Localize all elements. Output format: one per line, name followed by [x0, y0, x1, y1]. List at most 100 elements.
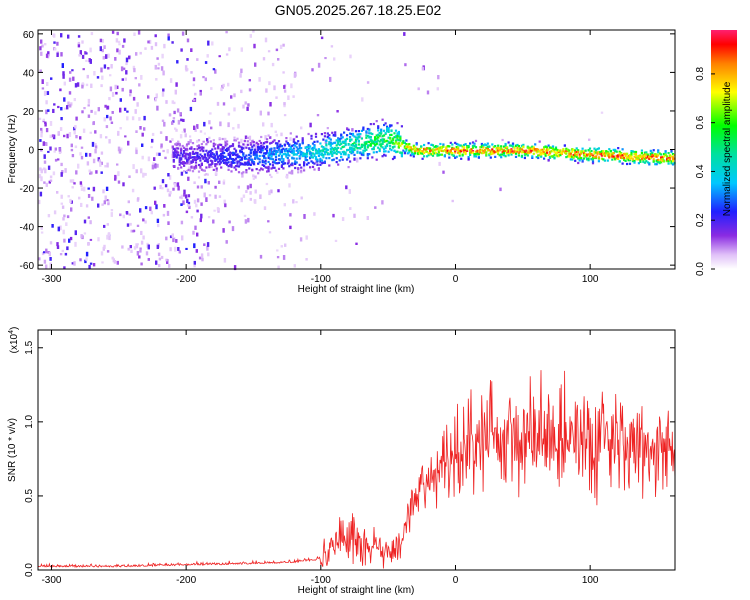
- spectrogram-cell: [340, 147, 343, 150]
- spectrogram-cell: [304, 158, 307, 161]
- spectrogram-cell: [652, 149, 655, 152]
- spectrogram-cell: [294, 162, 297, 165]
- spectrogram-cell: [471, 151, 475, 154]
- spectrogram-cell: [565, 147, 568, 150]
- spectrogram-cell: [200, 162, 203, 165]
- spectrogram-cell: [229, 145, 232, 148]
- spectrogram-cell: [199, 159, 202, 162]
- spectrogram-cell: [179, 196, 182, 199]
- spectrogram-cell: [249, 141, 252, 145]
- spectrogram-cell: [157, 62, 161, 66]
- spectrogram-cell: [154, 200, 157, 205]
- spectrogram-cell: [310, 134, 313, 137]
- spectrogram-cell: [78, 54, 81, 57]
- spectrogram-cell: [261, 160, 264, 164]
- spectrogram-cell: [294, 166, 297, 170]
- spectrogram-cell: [501, 138, 504, 142]
- spectrogram-cell: [614, 157, 617, 160]
- spectrogram-cell: [226, 147, 229, 150]
- spectrogram-cell: [402, 149, 405, 152]
- y-tick-label: 60: [23, 30, 35, 41]
- spectrogram-cell: [74, 125, 77, 129]
- spectrogram-cell: [160, 255, 164, 259]
- spectrogram-cell: [269, 173, 272, 176]
- spectrogram-cell: [139, 208, 142, 213]
- spectrogram-cell: [553, 148, 556, 151]
- spectrogram-cell: [38, 257, 41, 261]
- spectrogram-cell: [454, 141, 457, 144]
- spectrogram-cell: [177, 143, 180, 146]
- spectrogram-cell: [636, 157, 639, 160]
- spectrogram-cell: [190, 71, 193, 74]
- spectrogram-cell: [208, 151, 211, 154]
- spectrogram-cell: [180, 166, 183, 169]
- spectrogram-cell: [203, 121, 206, 127]
- spectrogram-cell: [273, 147, 276, 150]
- spectrogram-cell: [263, 145, 266, 149]
- spectrogram-cell: [329, 152, 332, 155]
- spectrogram-cell: [203, 169, 206, 172]
- spectrogram-cell: [193, 264, 196, 268]
- spectrogram-cell: [218, 180, 221, 184]
- spectrogram-cell: [309, 145, 312, 148]
- spectrogram-cell: [571, 155, 574, 158]
- spectrogram-cell: [142, 218, 145, 222]
- spectrogram-cell: [565, 152, 568, 155]
- spectrogram-cell: [107, 67, 110, 70]
- spectrogram-cell: [525, 150, 528, 153]
- spectrogram-cell: [655, 159, 658, 162]
- spectrogram-cell: [220, 161, 223, 164]
- spectrogram-cell: [191, 150, 195, 153]
- spectrogram-cell: [189, 155, 192, 158]
- spectrogram-cell: [349, 54, 352, 59]
- spectrogram-cell: [202, 157, 205, 160]
- spectrogram-cell: [164, 184, 168, 188]
- spectrogram-cell: [412, 155, 415, 158]
- spectrogram-cell: [516, 150, 519, 153]
- spectrogram-cell: [369, 136, 372, 139]
- spectrogram-cell: [88, 264, 91, 269]
- spectrogram-cell: [214, 147, 217, 150]
- spectrogram-cell: [53, 41, 56, 44]
- spectrogram-cell: [161, 187, 164, 190]
- spectrogram-cell: [626, 152, 629, 155]
- spectrogram-cell: [267, 155, 270, 158]
- spectrogram-cell: [290, 169, 294, 175]
- spectrogram-cell: [172, 117, 176, 120]
- spectrogram-cell: [440, 149, 443, 152]
- spectrogram-cell: [489, 152, 492, 155]
- spectrogram-cell: [101, 203, 104, 206]
- spectrogram-cell: [270, 122, 273, 128]
- spectrogram-cell: [319, 153, 322, 156]
- spectrogram-cell: [276, 249, 279, 252]
- spectrogram-cell: [365, 130, 368, 133]
- spectrogram-cell: [81, 110, 84, 114]
- spectrogram-cell: [120, 147, 123, 152]
- spectrogram-cell: [125, 70, 128, 75]
- spectrogram-cell: [623, 158, 626, 161]
- spectrogram-cell: [400, 151, 403, 154]
- spectrogram-cell: [177, 185, 180, 191]
- spectrogram-cell: [135, 147, 138, 150]
- spectrogram-cell: [628, 159, 632, 162]
- spectrogram-cell: [191, 156, 195, 159]
- spectrogram-cell: [469, 153, 472, 156]
- spectrogram-cell: [593, 150, 596, 153]
- spectrogram-cell: [642, 156, 645, 159]
- spectrogram-cell: [671, 153, 675, 156]
- x-tick-label: 100: [582, 274, 599, 285]
- spectrogram-cell: [267, 154, 270, 157]
- spectrogram-cell: [69, 236, 73, 241]
- spectrogram-cell: [75, 116, 78, 121]
- spectrogram-cell: [289, 132, 292, 135]
- spectrogram-cell: [129, 222, 132, 226]
- spectrogram-cell: [433, 149, 436, 152]
- spectrogram-cell: [409, 146, 412, 149]
- spectrogram-cell: [572, 154, 575, 157]
- spectrogram-cell: [597, 160, 600, 163]
- spectrogram-cell: [311, 156, 315, 159]
- spectrogram-cell: [102, 189, 105, 194]
- spectrogram-cell: [258, 154, 261, 158]
- spectrogram-cell: [162, 213, 166, 217]
